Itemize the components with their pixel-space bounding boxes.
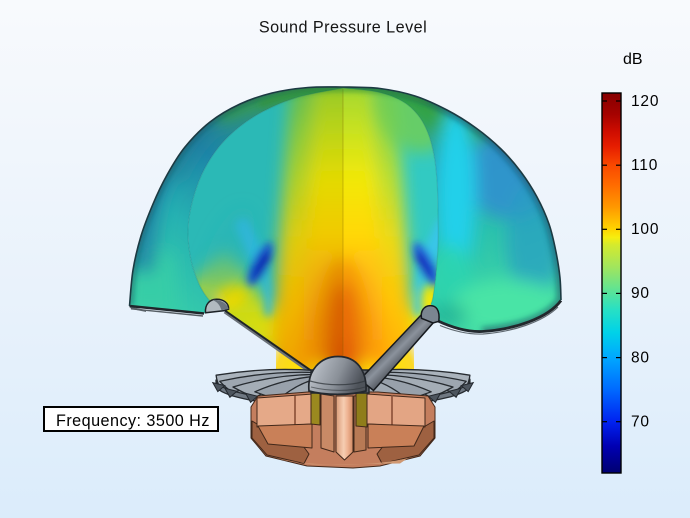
svg-text:120: 120: [631, 93, 659, 110]
svg-text:110: 110: [631, 157, 658, 174]
svg-text:90: 90: [631, 285, 650, 302]
svg-text:100: 100: [631, 221, 659, 238]
svg-text:70: 70: [631, 414, 650, 431]
svg-text:80: 80: [631, 349, 650, 366]
svg-text:Sound Pressure Level: Sound Pressure Level: [259, 19, 427, 37]
svg-text:Frequency: 3500 Hz: Frequency: 3500 Hz: [56, 412, 210, 430]
svg-text:dB: dB: [623, 51, 643, 68]
